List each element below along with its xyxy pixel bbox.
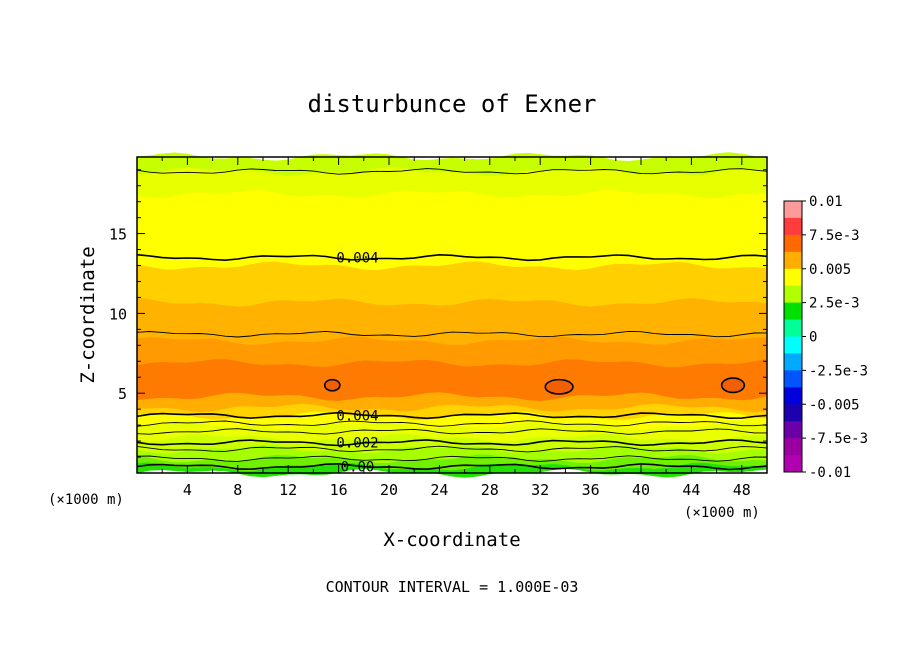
contour-line — [136, 420, 768, 427]
contour-band — [136, 189, 768, 271]
x-tick-label: 32 — [531, 481, 549, 499]
colorbar: 0.01 7.5e-3 0.005 2.5e-3 0 -2.5e-3 -0.005 -7.5e… — [783, 194, 868, 481]
colorbar-label: 0.01 — [809, 194, 843, 210]
contour-line — [136, 455, 768, 462]
contour-line — [136, 428, 767, 435]
contour-lines — [136, 168, 768, 471]
y-tick-label: 5 — [118, 385, 127, 403]
contour-line — [136, 253, 768, 262]
closed-contour — [720, 377, 746, 394]
contour-line — [136, 439, 768, 447]
contour-line — [136, 462, 768, 471]
colorbar-swatch — [784, 404, 802, 422]
x-tick-label: 12 — [279, 481, 297, 499]
colorbar-swatch — [784, 455, 802, 473]
colorbar-swatch — [784, 285, 802, 304]
colorbar-label: 0 — [809, 330, 817, 346]
colorbar-label: -0.005 — [809, 397, 860, 413]
contour-band — [136, 260, 768, 307]
colorbar-swatch — [784, 251, 802, 270]
x-axis-label: X-coordinate — [383, 529, 520, 551]
x-tick-label: 36 — [582, 481, 600, 499]
colorbar-swatch — [784, 336, 802, 354]
colorbar-swatch — [784, 217, 802, 236]
colorbar-label: 2.5e-3 — [809, 296, 860, 312]
contour-label: 0.00 — [341, 460, 375, 476]
colorbar-swatch — [784, 438, 802, 456]
colorbar-swatch — [784, 302, 802, 321]
contour-label: 0.002 — [336, 436, 378, 452]
closed-contour — [544, 378, 574, 395]
y-tick-label: 10 — [109, 305, 127, 323]
colorbar-label: -0.01 — [809, 465, 851, 481]
y-axis-label: Z-coordinate — [77, 246, 99, 383]
contour-line — [136, 411, 768, 420]
contour-labels: 0.00 0.002 0.004 0.004 — [336, 251, 378, 476]
contour-label: 0.004 — [336, 409, 378, 425]
closed-contour — [323, 378, 341, 392]
contour-line — [136, 330, 768, 338]
x-tick-label: 20 — [380, 481, 398, 499]
contour-interval-text: CONTOUR INTERVAL = 1.000E-03 — [326, 578, 579, 596]
chart-title: disturbunce of Exner — [308, 90, 597, 118]
x-tick-label: 48 — [733, 481, 751, 499]
x-tick-label: 40 — [632, 481, 650, 499]
colorbar-swatch — [784, 201, 802, 219]
x-tick-label: 28 — [481, 481, 499, 499]
colorbar-swatch — [784, 387, 802, 405]
x-tick-label: 16 — [330, 481, 348, 499]
contour-label: 0.004 — [336, 251, 378, 267]
colorbar-swatch — [784, 421, 802, 439]
z-unit-label: (×1000 m) — [48, 492, 124, 508]
colorbar-swatch — [784, 268, 802, 287]
x-tick-label: 44 — [682, 481, 700, 499]
x-unit-label: (×1000 m) — [684, 505, 760, 521]
contour-line — [136, 168, 768, 175]
x-tick-label: 4 — [183, 481, 192, 499]
colorbar-swatch — [784, 353, 802, 371]
contour-line — [136, 445, 768, 453]
x-tick-label: 24 — [430, 481, 448, 499]
colorbar-swatch — [784, 319, 802, 337]
colorbar-label: -7.5e-3 — [809, 431, 868, 447]
x-tick-label: 8 — [233, 481, 242, 499]
colorbar-label: 7.5e-3 — [809, 228, 860, 244]
plot-frame — [136, 156, 768, 474]
colorbar-label: -2.5e-3 — [809, 363, 868, 379]
y-tick-label: 15 — [109, 226, 127, 244]
colorbar-label: 0.005 — [809, 262, 851, 278]
colorbar-swatch — [784, 370, 802, 388]
colorbar-swatch — [784, 234, 802, 253]
